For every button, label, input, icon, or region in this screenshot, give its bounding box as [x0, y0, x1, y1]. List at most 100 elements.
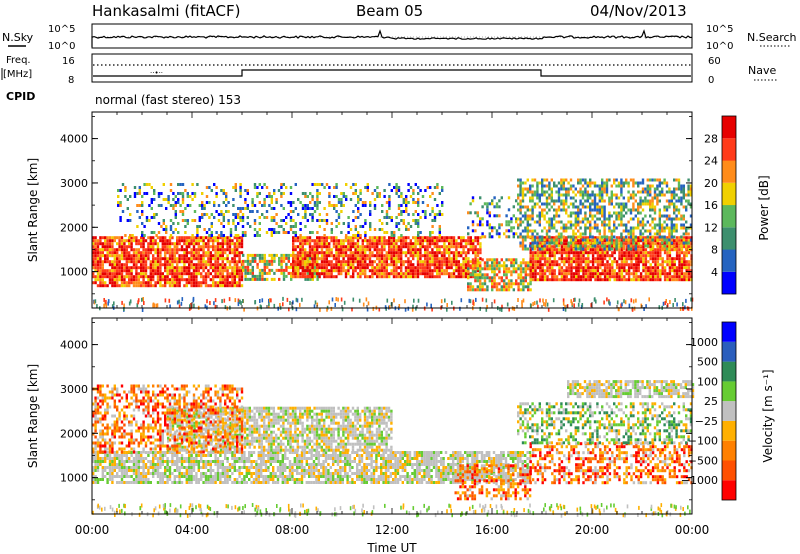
heatmap-cell [261, 274, 264, 278]
heatmap-cell [313, 183, 317, 186]
heatmap-cell [96, 239, 100, 243]
heatmap-cell [226, 254, 229, 258]
heatmap-cell [378, 219, 381, 222]
heatmap-cell [570, 257, 573, 261]
heatmap-cell [191, 183, 194, 186]
heatmap-cell [342, 192, 345, 195]
heatmap-cell [395, 263, 398, 267]
heatmap-cell [474, 261, 477, 265]
heatmap-cell [347, 231, 350, 234]
heatmap-cell [400, 242, 403, 246]
heatmap-cell [290, 262, 293, 266]
heatmap-cell [548, 266, 552, 270]
heatmap-cell [226, 266, 229, 270]
heatmap-cell [641, 223, 645, 227]
heatmap-cell [593, 205, 597, 209]
heatmap-cell [521, 300, 523, 305]
heatmap-cell [500, 285, 503, 289]
heatmap-cell [330, 272, 333, 276]
heatmap-cell [311, 216, 314, 219]
heatmap-cell [647, 251, 650, 255]
heatmap-cell [239, 219, 242, 222]
heatmap-cell [637, 223, 640, 227]
heatmap-cell [316, 266, 319, 270]
heatmap-cell [646, 235, 649, 239]
heatmap-cell [553, 199, 556, 203]
freq-tick-bottom: 8 [68, 75, 74, 86]
heatmap-cell [191, 234, 194, 237]
heatmap-cell [201, 216, 204, 219]
heatmap-cell [651, 199, 654, 203]
heatmap-cell [613, 205, 616, 209]
heatmap-cell [677, 211, 681, 215]
heatmap-cell [591, 193, 594, 197]
heatmap-cell [625, 242, 628, 246]
heatmap-cell [325, 248, 328, 252]
heatmap-cell [572, 257, 576, 261]
heatmap-cell [572, 190, 575, 194]
heatmap-cell [538, 199, 541, 203]
heatmap-cell [200, 263, 203, 267]
heatmap-cell [254, 253, 257, 257]
heatmap-cell [680, 278, 684, 282]
heatmap-cell [239, 207, 242, 210]
heatmap-cell [601, 244, 604, 248]
heatmap-cell [301, 192, 305, 195]
heatmap-cell [273, 228, 276, 231]
heatmap-cell [620, 260, 624, 264]
heatmap-cell [299, 272, 302, 276]
heatmap-cell [565, 193, 568, 197]
heatmap-cell [606, 263, 609, 267]
heatmap-cell [555, 199, 558, 203]
heatmap-cell [586, 193, 589, 197]
heatmap-cell [680, 272, 684, 276]
heatmap-cell [152, 272, 155, 276]
heatmap-cell [400, 269, 403, 273]
heatmap-cell [323, 234, 326, 237]
heatmap-cell [105, 303, 108, 308]
heatmap-cell [663, 269, 667, 273]
heatmap-cell [596, 266, 600, 270]
heatmap-cell [183, 251, 186, 255]
heatmap-cell [505, 214, 508, 218]
heatmap-cell [575, 263, 578, 267]
heatmap-cell [534, 254, 537, 258]
heatmap-cell [135, 257, 138, 261]
heatmap-cell [457, 266, 460, 270]
heatmap-cell [553, 208, 556, 212]
heatmap-cell [237, 207, 240, 210]
heatmap-cell [591, 199, 594, 203]
heatmap-cell [625, 257, 628, 261]
heatmap-cell [677, 217, 681, 221]
heatmap-cell [596, 260, 600, 264]
heatmap-cell [395, 222, 398, 225]
heatmap-cell [118, 239, 121, 243]
heatmap-cell [431, 231, 434, 234]
heatmap-cell [390, 263, 393, 267]
heatmap-cell [125, 263, 128, 267]
heatmap-cell [551, 272, 554, 276]
heatmap-cell [356, 236, 360, 240]
heatmap-cell [414, 269, 417, 273]
heatmap-cell [335, 245, 338, 249]
heatmap-cell [258, 274, 262, 278]
heatmap-cell [313, 254, 316, 258]
heatmap-cell [448, 272, 451, 276]
heatmap-cell [156, 266, 160, 270]
heatmap-cell [673, 272, 676, 276]
heatmap-cell [601, 193, 604, 197]
heatmap-cell [240, 272, 244, 276]
heatmap-cell [443, 269, 446, 273]
heatmap-cell [99, 269, 102, 273]
heatmap-cell [431, 242, 434, 246]
heatmap-cell [180, 260, 184, 264]
heatmap-cell [457, 260, 460, 264]
heatmap-cell [144, 266, 148, 270]
heatmap-cell [152, 239, 155, 243]
heatmap-cell [570, 245, 573, 249]
heatmap-cell [277, 189, 281, 192]
heatmap-cell [378, 257, 381, 261]
heatmap-cell [615, 202, 618, 206]
heatmap-cell [144, 257, 148, 261]
heatmap-cell [178, 269, 181, 273]
